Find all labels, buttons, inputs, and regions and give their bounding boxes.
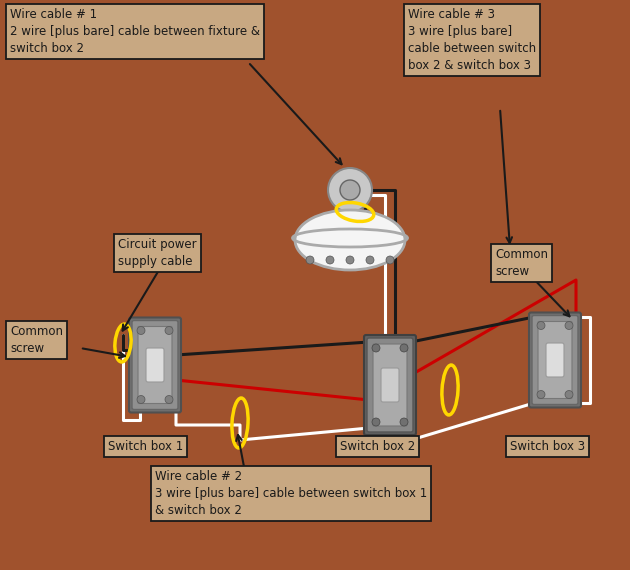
FancyBboxPatch shape bbox=[381, 368, 399, 402]
Text: Common
screw: Common screw bbox=[495, 248, 548, 278]
FancyBboxPatch shape bbox=[129, 317, 181, 413]
Circle shape bbox=[165, 327, 173, 335]
Text: Wire cable # 2
3 wire [plus bare] cable between switch box 1
& switch box 2: Wire cable # 2 3 wire [plus bare] cable … bbox=[155, 470, 427, 517]
Circle shape bbox=[537, 390, 545, 398]
Ellipse shape bbox=[295, 210, 405, 270]
FancyBboxPatch shape bbox=[367, 338, 413, 432]
Circle shape bbox=[306, 256, 314, 264]
Circle shape bbox=[340, 180, 360, 200]
FancyBboxPatch shape bbox=[373, 344, 407, 426]
Circle shape bbox=[386, 256, 394, 264]
FancyBboxPatch shape bbox=[138, 327, 172, 404]
Circle shape bbox=[372, 418, 380, 426]
Circle shape bbox=[400, 418, 408, 426]
Circle shape bbox=[537, 321, 545, 329]
Circle shape bbox=[565, 390, 573, 398]
Text: Circuit power
supply cable: Circuit power supply cable bbox=[118, 238, 197, 268]
FancyBboxPatch shape bbox=[532, 316, 578, 405]
FancyBboxPatch shape bbox=[538, 321, 572, 398]
Circle shape bbox=[565, 321, 573, 329]
Circle shape bbox=[137, 327, 145, 335]
Text: Switch box 3: Switch box 3 bbox=[510, 440, 585, 453]
Circle shape bbox=[366, 256, 374, 264]
Text: Switch box 2: Switch box 2 bbox=[340, 440, 415, 453]
Text: Wire cable # 1
2 wire [plus bare] cable between fixture &
switch box 2: Wire cable # 1 2 wire [plus bare] cable … bbox=[10, 8, 260, 55]
Circle shape bbox=[346, 256, 354, 264]
Circle shape bbox=[400, 344, 408, 352]
Text: Common
screw: Common screw bbox=[10, 325, 63, 355]
FancyBboxPatch shape bbox=[364, 335, 416, 435]
Text: Switch box 1: Switch box 1 bbox=[108, 440, 183, 453]
FancyBboxPatch shape bbox=[132, 320, 178, 409]
FancyBboxPatch shape bbox=[546, 343, 564, 377]
Circle shape bbox=[328, 168, 372, 212]
FancyBboxPatch shape bbox=[146, 348, 164, 382]
Circle shape bbox=[165, 396, 173, 404]
Circle shape bbox=[372, 344, 380, 352]
FancyBboxPatch shape bbox=[529, 312, 581, 408]
Circle shape bbox=[326, 256, 334, 264]
Circle shape bbox=[137, 396, 145, 404]
Text: Wire cable # 3
3 wire [plus bare]
cable between switch
box 2 & switch box 3: Wire cable # 3 3 wire [plus bare] cable … bbox=[408, 8, 536, 72]
